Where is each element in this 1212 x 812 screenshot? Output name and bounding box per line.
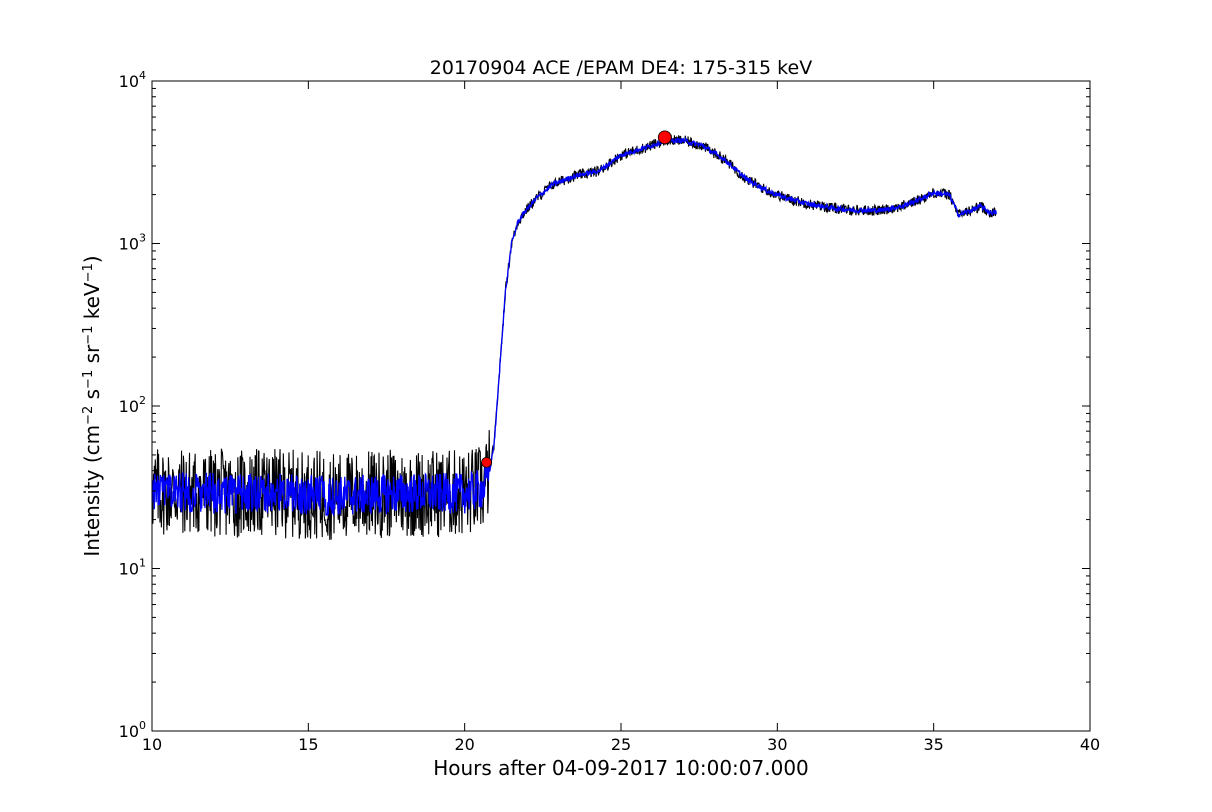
y-tick-label: 103: [119, 232, 146, 254]
marker-layer: [481, 130, 672, 468]
y-axis-label-part: s: [80, 389, 104, 406]
y-axis-label-part: −1: [81, 263, 96, 282]
y-axis-label-part: Intensity (cm: [80, 425, 104, 557]
y-axis-label-part: −1: [81, 326, 96, 345]
x-tick-label: 10: [142, 735, 162, 754]
x-tick-label: 30: [767, 735, 787, 754]
x-tick-label: 25: [611, 735, 631, 754]
onset-marker: [481, 456, 492, 468]
peak-marker: [657, 130, 672, 145]
y-axis-label-part: ): [80, 255, 104, 263]
x-tick-label: 15: [298, 735, 318, 754]
y-axis-label-part: −2: [81, 406, 96, 425]
y-tick-label: 101: [119, 557, 146, 579]
y-axis-label-part: −1: [81, 370, 96, 389]
tick-layer: 10 15 20 25 30 35 40 100 101 102 103 104: [119, 69, 1101, 754]
plot-area: 10 15 20 25 30 35 40 100 101 102 103 104: [119, 69, 1101, 754]
y-axis-label-part: sr: [80, 344, 104, 370]
y-tick-label: 102: [119, 394, 146, 416]
x-tick-label: 40: [1080, 735, 1100, 754]
chart-title: 20170904 ACE /EPAM DE4: 175-315 keV: [430, 57, 812, 79]
series-line-smoothed: [152, 135, 997, 517]
x-axis-label: Hours after 04-09-2017 10:00:07.000: [433, 756, 809, 780]
x-tick-label: 35: [923, 735, 943, 754]
y-tick-label: 100: [119, 719, 146, 741]
series-layer: [152, 134, 997, 540]
y-tick-label: 104: [119, 69, 146, 91]
x-tick-label: 20: [454, 735, 474, 754]
y-axis-label: Intensity (cm−2 s−1 sr−1 keV−1): [80, 255, 104, 556]
y-axis-label-part: keV: [80, 282, 104, 326]
